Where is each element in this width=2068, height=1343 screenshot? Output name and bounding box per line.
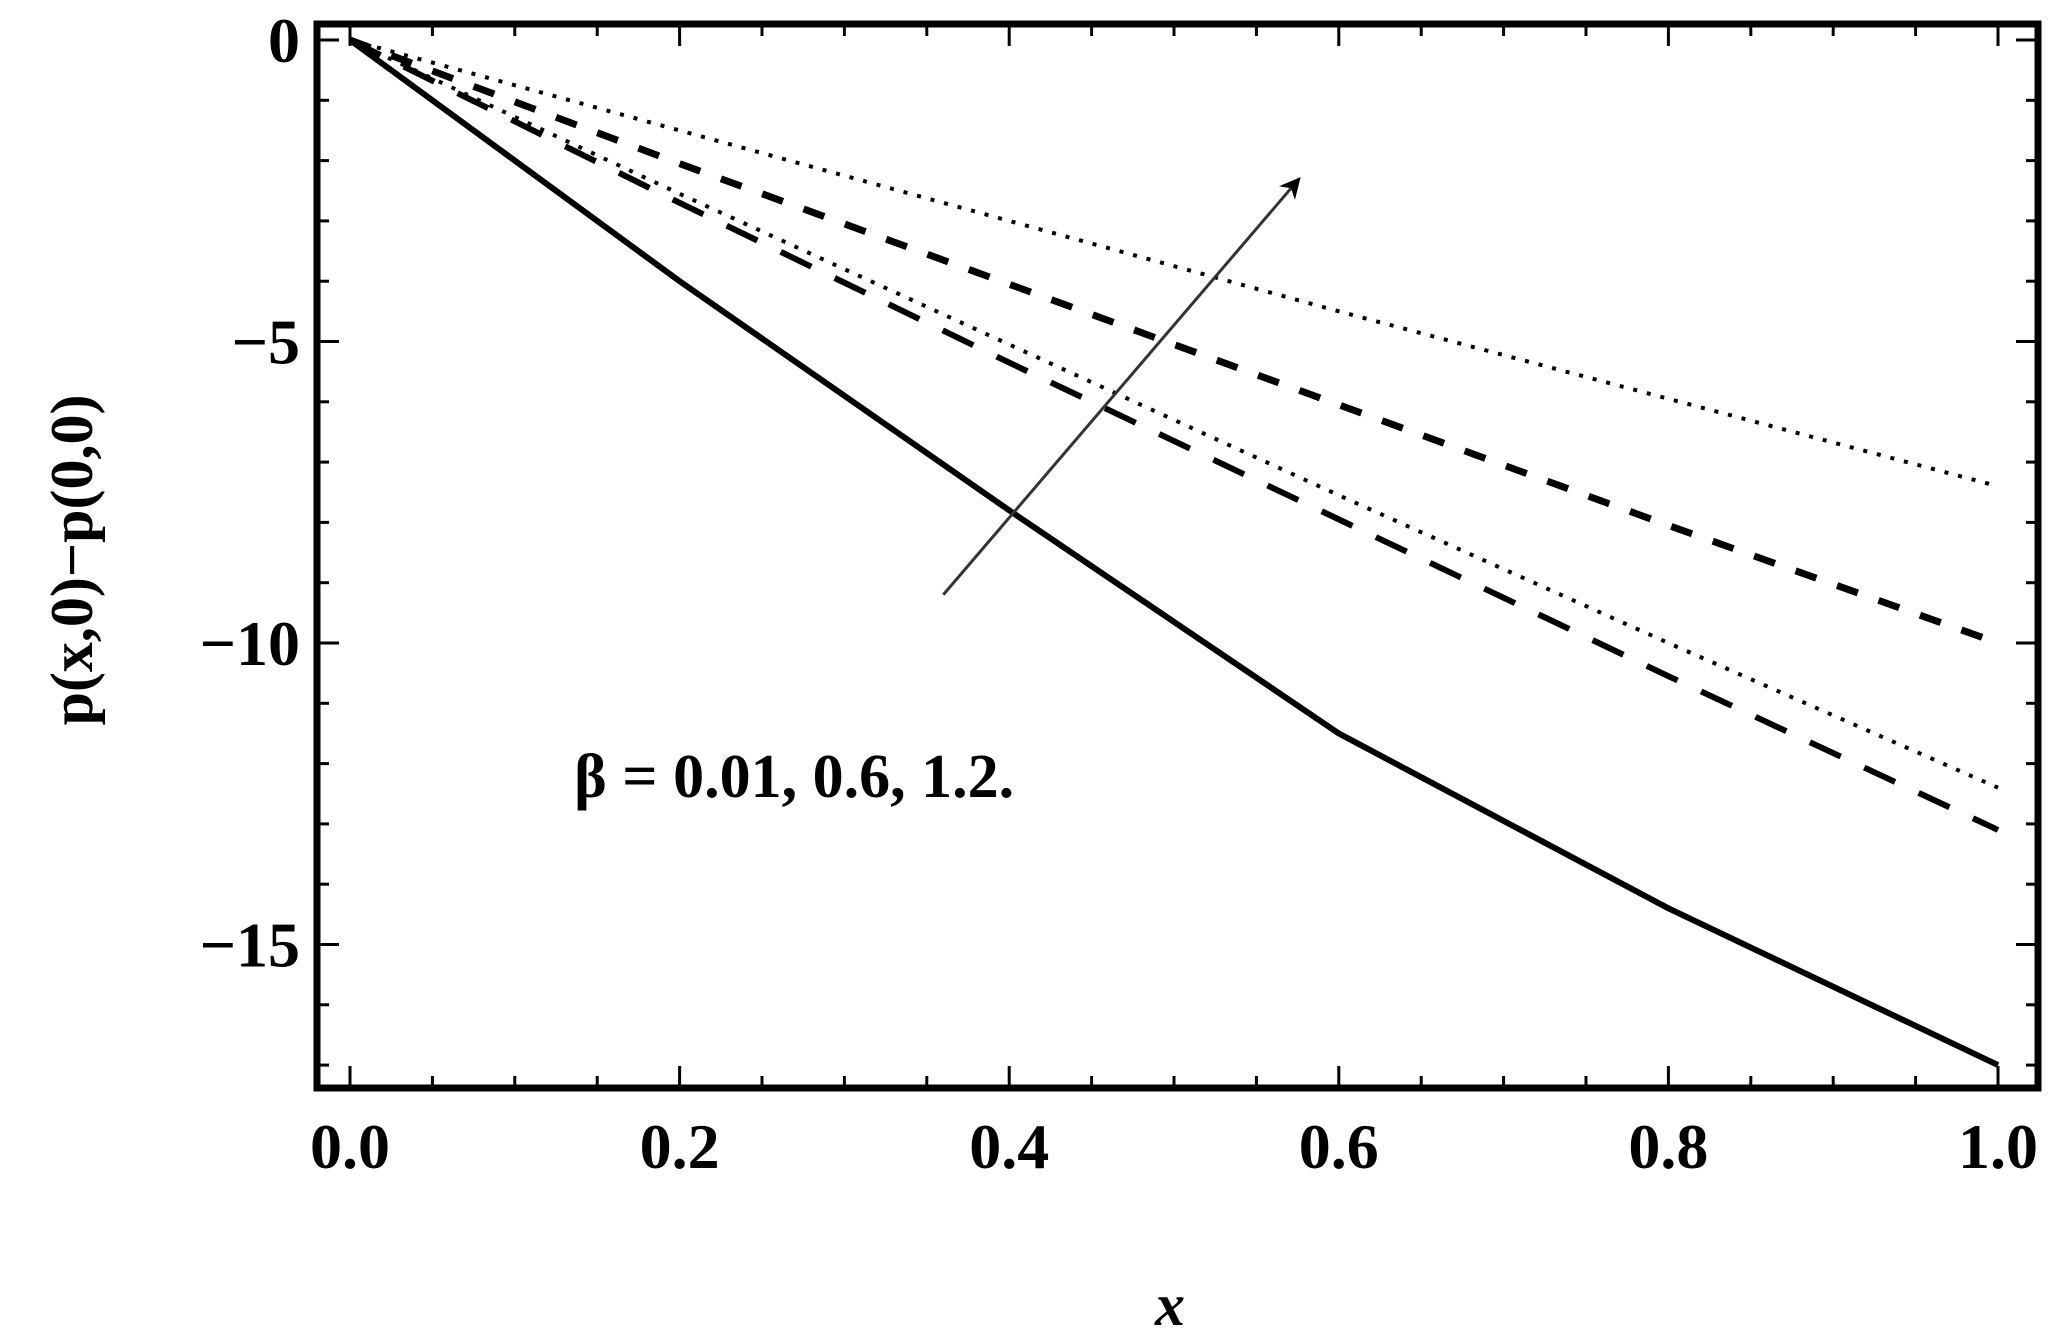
x-tick-label: 1.0 <box>1958 1111 2038 1182</box>
x-tick-label: 0.8 <box>1628 1111 1708 1182</box>
series-line-1 <box>348 37 2000 1068</box>
ticks <box>317 24 2038 1088</box>
y-axis-label: p(x,0)−p(0,0) <box>39 395 105 726</box>
y-tick-label: −10 <box>200 608 300 679</box>
series-line-4 <box>348 36 2000 647</box>
x-tick-label: 0.6 <box>1299 1111 1379 1182</box>
plot-frame <box>313 20 2042 1092</box>
series-line-2 <box>348 37 2000 833</box>
annotation-text: β = 0.01, 0.6, 1.2. <box>574 743 1014 811</box>
tick-labels: 0.0 0.2 0.4 0.6 0.8 1.0 0 −5 −10 −15 <box>200 5 2038 1182</box>
x-tick-label: 0.2 <box>640 1111 720 1182</box>
x-tick-label: 0.4 <box>969 1111 1049 1182</box>
y-tick-label: 0 <box>268 5 300 76</box>
x-tick-label: 0.0 <box>310 1111 390 1182</box>
series-group <box>348 36 2000 1068</box>
x-axis-label: x <box>1154 1272 1185 1338</box>
series-line-3 <box>349 38 1999 790</box>
y-tick-label: −15 <box>200 910 300 981</box>
y-tick-label: −5 <box>232 307 300 378</box>
series-line-5 <box>349 38 1999 489</box>
annotation-arrow <box>942 177 1301 596</box>
